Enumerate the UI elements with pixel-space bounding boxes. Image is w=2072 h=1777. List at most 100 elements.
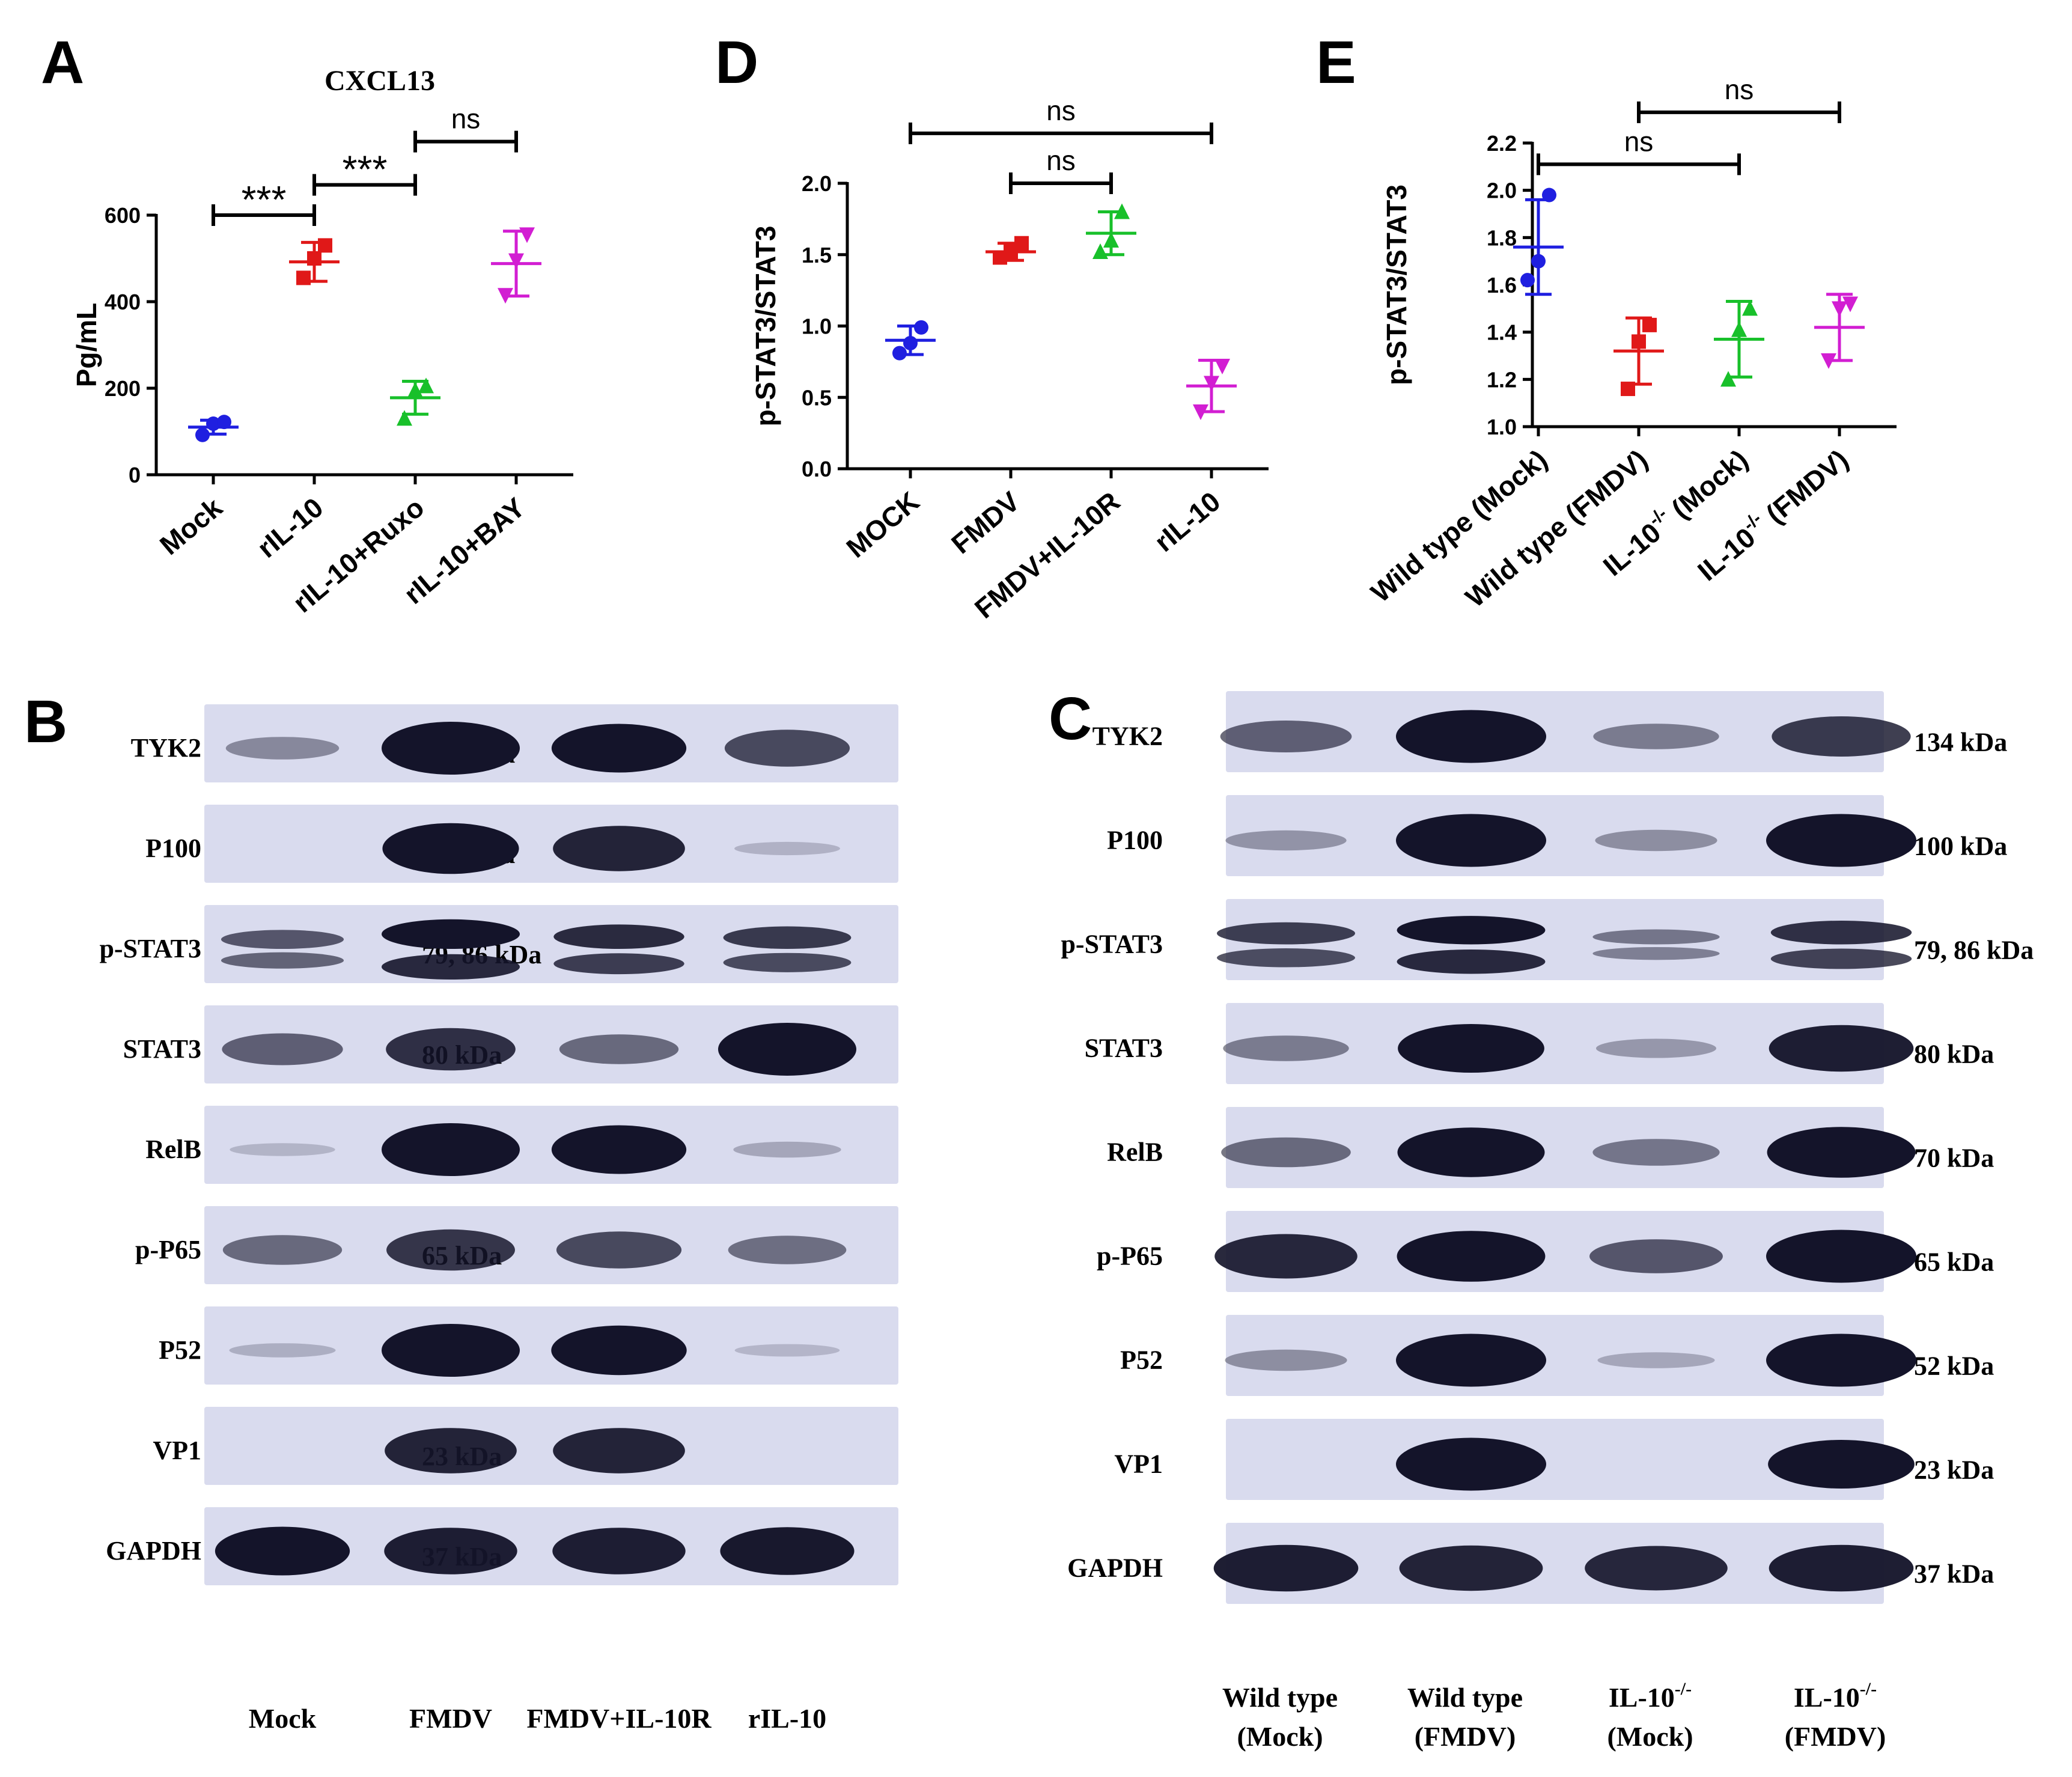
significance-bracket: ns (413, 103, 518, 153)
blot-band (1220, 721, 1352, 752)
blot-band (1767, 1127, 1916, 1178)
membrane-strip (204, 1407, 898, 1485)
x-tick-label: Mock (154, 492, 228, 561)
protein-label: P100 (145, 834, 201, 863)
x-tick-label: Wild type (Mock) (1365, 443, 1553, 608)
blot-band (382, 919, 520, 949)
protein-label: GAPDH (106, 1536, 201, 1565)
blot-band (1769, 1025, 1914, 1072)
lane-label: FMDV+IL-10R (526, 1703, 711, 1734)
blot-band (553, 826, 685, 871)
membrane-strip (1226, 1419, 1884, 1500)
membrane-strip (1226, 1107, 1884, 1188)
series-group (1086, 203, 1136, 259)
series-group (986, 236, 1036, 265)
panel-label-e: E (1316, 29, 1356, 96)
series-group (1613, 316, 1664, 397)
series-group (1513, 187, 1564, 296)
membrane-strip (1226, 1003, 1884, 1084)
molecular-weight-label: 100 kDa (1914, 832, 2007, 861)
protein-label: VP1 (1114, 1449, 1163, 1479)
blot-band (723, 953, 852, 972)
blot-band (551, 1325, 687, 1376)
molecular-weight-label: 70 kDa (1914, 1144, 1994, 1173)
data-point (195, 427, 210, 442)
lane-label-line2: (FMDV) (1785, 1721, 1886, 1752)
y-tick-label: 2.0 (1487, 178, 1517, 203)
molecular-weight-label: 37 kDa (1914, 1559, 1994, 1589)
protein-label: VP1 (153, 1436, 201, 1465)
membrane-strip (204, 704, 898, 782)
lane-label: Wild type (1407, 1682, 1523, 1713)
blot-band (382, 954, 520, 980)
protein-label: P52 (1120, 1346, 1163, 1375)
protein-label: p-P65 (1097, 1242, 1163, 1271)
significance-label: *** (242, 178, 287, 221)
blot-band (382, 722, 520, 775)
blot-band (222, 1235, 343, 1265)
blot-band (553, 1428, 685, 1474)
series-group (1714, 300, 1764, 387)
lane-label-line2: (Mock) (1237, 1721, 1323, 1752)
data-point (1742, 300, 1758, 316)
blot-band (382, 823, 519, 874)
blot-band (551, 724, 687, 773)
protein-label: P52 (159, 1335, 201, 1365)
series-group (885, 320, 936, 361)
blot-band (384, 1528, 517, 1574)
blot-band (559, 1034, 679, 1064)
blot-row: p-P65 65 kDa (1097, 1211, 1994, 1292)
data-point (1642, 317, 1657, 332)
lane-label: Mock (249, 1703, 317, 1734)
blot-band (1585, 1546, 1728, 1591)
series-group (188, 415, 239, 442)
blot-band (1766, 1230, 1916, 1283)
blot-band (1772, 716, 1911, 757)
y-tick-label: 2.0 (802, 171, 832, 196)
significance-label: ns (1046, 95, 1076, 126)
x-tick-label: FMDV (945, 486, 1025, 560)
lane-label: rIL-10 (748, 1703, 826, 1734)
membrane-strip (204, 1106, 898, 1184)
blot-band (1596, 1038, 1716, 1058)
blot-band (1396, 710, 1546, 763)
y-axis-label: p-STAT3/STAT3 (1381, 184, 1412, 385)
data-point (1842, 296, 1858, 312)
series-group (1186, 359, 1237, 420)
blot-row: p-STAT3 79, 86 kDa (1061, 899, 2034, 980)
molecular-weight-label: 65 kDa (1914, 1248, 1994, 1277)
membrane-strip (1226, 691, 1884, 772)
blot-band (230, 1143, 335, 1156)
blot-band (221, 930, 344, 949)
blot-row: RelB 70 kDa (1107, 1107, 1994, 1188)
blot-band (1398, 1024, 1544, 1073)
y-tick-label: 1.8 (1487, 225, 1517, 250)
significance-bracket: ns (1637, 74, 1841, 123)
x-tick-label: MOCK (840, 486, 925, 564)
protein-label: RelB (1107, 1138, 1163, 1167)
y-axis-label: Pg/mL (71, 303, 102, 388)
membrane-strip (1226, 1211, 1884, 1292)
protein-label: STAT3 (123, 1034, 201, 1064)
membrane-strip (1226, 795, 1884, 876)
blot-band (385, 1428, 517, 1474)
blot-band (1592, 929, 1720, 945)
y-axis-label: p-STAT3/STAT3 (750, 226, 781, 427)
blot-band (1396, 1334, 1546, 1387)
membrane-strip (204, 1206, 898, 1284)
blot-band (556, 1231, 682, 1269)
blot-band (1770, 921, 1912, 945)
blot-band (1597, 1352, 1715, 1368)
panel-label-b: B (24, 688, 67, 755)
data-point (217, 415, 231, 430)
data-point (1531, 254, 1546, 269)
